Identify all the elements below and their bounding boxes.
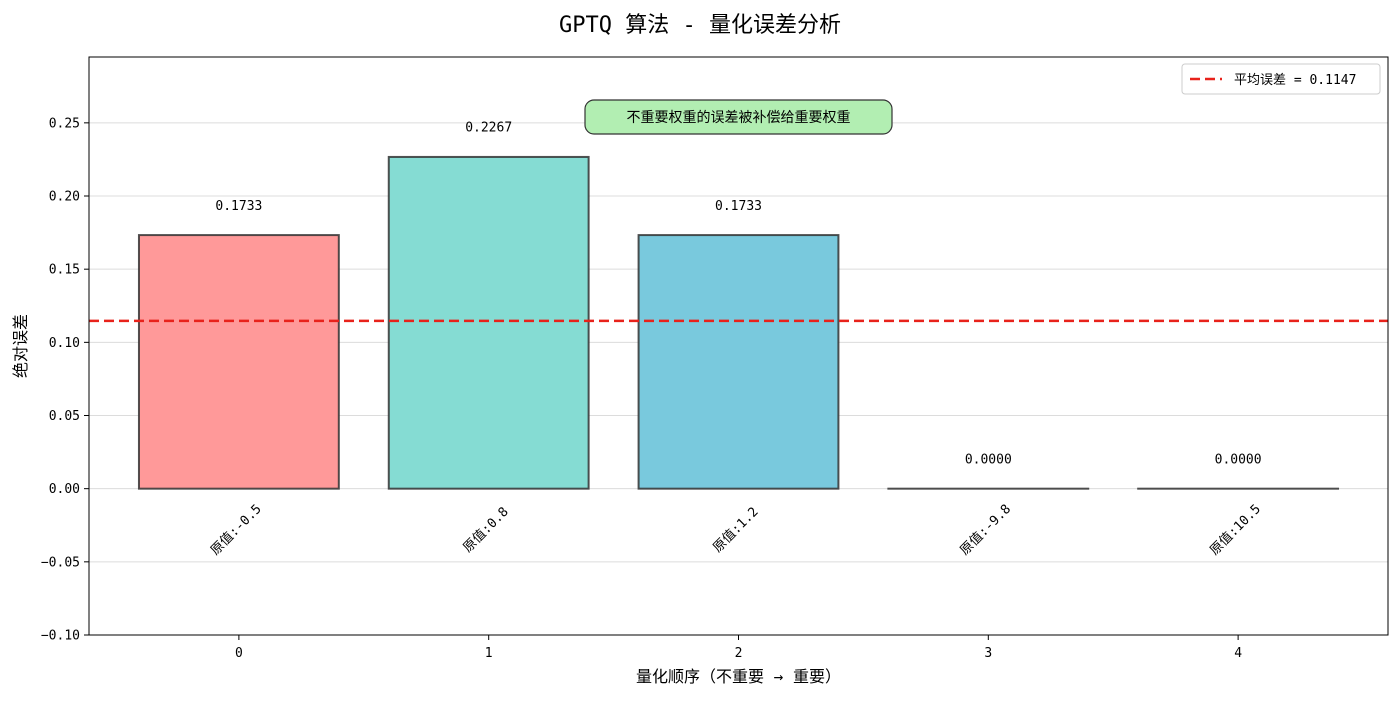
category-label: 原值:1.2: [710, 504, 762, 556]
bar: [139, 235, 339, 489]
category-labels-layer: 原值:-0.5 原值:0.8 原值:1.2 原值:-9.8 原值:10.5: [207, 501, 1264, 558]
category-label: 原值:0.8: [460, 504, 512, 556]
bar: [639, 235, 839, 489]
x-tick-label: 1: [485, 646, 493, 661]
legend: 平均误差 = 0.1147: [1182, 64, 1380, 94]
bar: [389, 157, 589, 489]
value-label: 0.0000: [1215, 452, 1262, 467]
value-label: 0.1733: [215, 199, 262, 214]
annotation-box: 不重要权重的误差被补偿给重要权重: [585, 100, 892, 134]
y-tick-label: 0.25: [49, 116, 80, 131]
y-tick-label: 0.00: [49, 482, 80, 497]
y-tick-label: 0.05: [49, 409, 80, 424]
y-tick-label: −0.05: [41, 555, 80, 570]
x-tick-label: 0: [235, 646, 243, 661]
category-label: 原值:-9.8: [957, 501, 1014, 558]
x-axis-title: 量化顺序（不重要 → 重要）: [636, 667, 841, 686]
x-tick-label: 3: [984, 646, 992, 661]
annotation-text: 不重要权重的误差被补偿给重要权重: [627, 110, 851, 126]
chart-title: GPTQ 算法 - 量化误差分析: [559, 13, 841, 38]
x-tick-label: 2: [735, 646, 743, 661]
y-tick-label: 0.20: [49, 190, 80, 205]
value-label: 0.1733: [715, 199, 762, 214]
y-tick-label: −0.10: [41, 629, 80, 644]
value-label: 0.2267: [465, 121, 512, 136]
y-axis: −0.10 −0.05 0.00 0.05 0.10 0.15 0.20 0.25: [41, 116, 89, 643]
value-label: 0.0000: [965, 452, 1012, 467]
category-label: 原值:10.5: [1207, 501, 1264, 558]
legend-entry-mean-error: 平均误差 = 0.1147: [1234, 73, 1356, 88]
x-tick-label: 4: [1234, 646, 1242, 661]
y-axis-title: 绝对误差: [11, 314, 30, 378]
y-tick-label: 0.15: [49, 263, 80, 278]
x-axis: 0 1 2 3 4: [235, 635, 1242, 661]
y-tick-label: 0.10: [49, 336, 80, 351]
category-label: 原值:-0.5: [207, 501, 264, 558]
